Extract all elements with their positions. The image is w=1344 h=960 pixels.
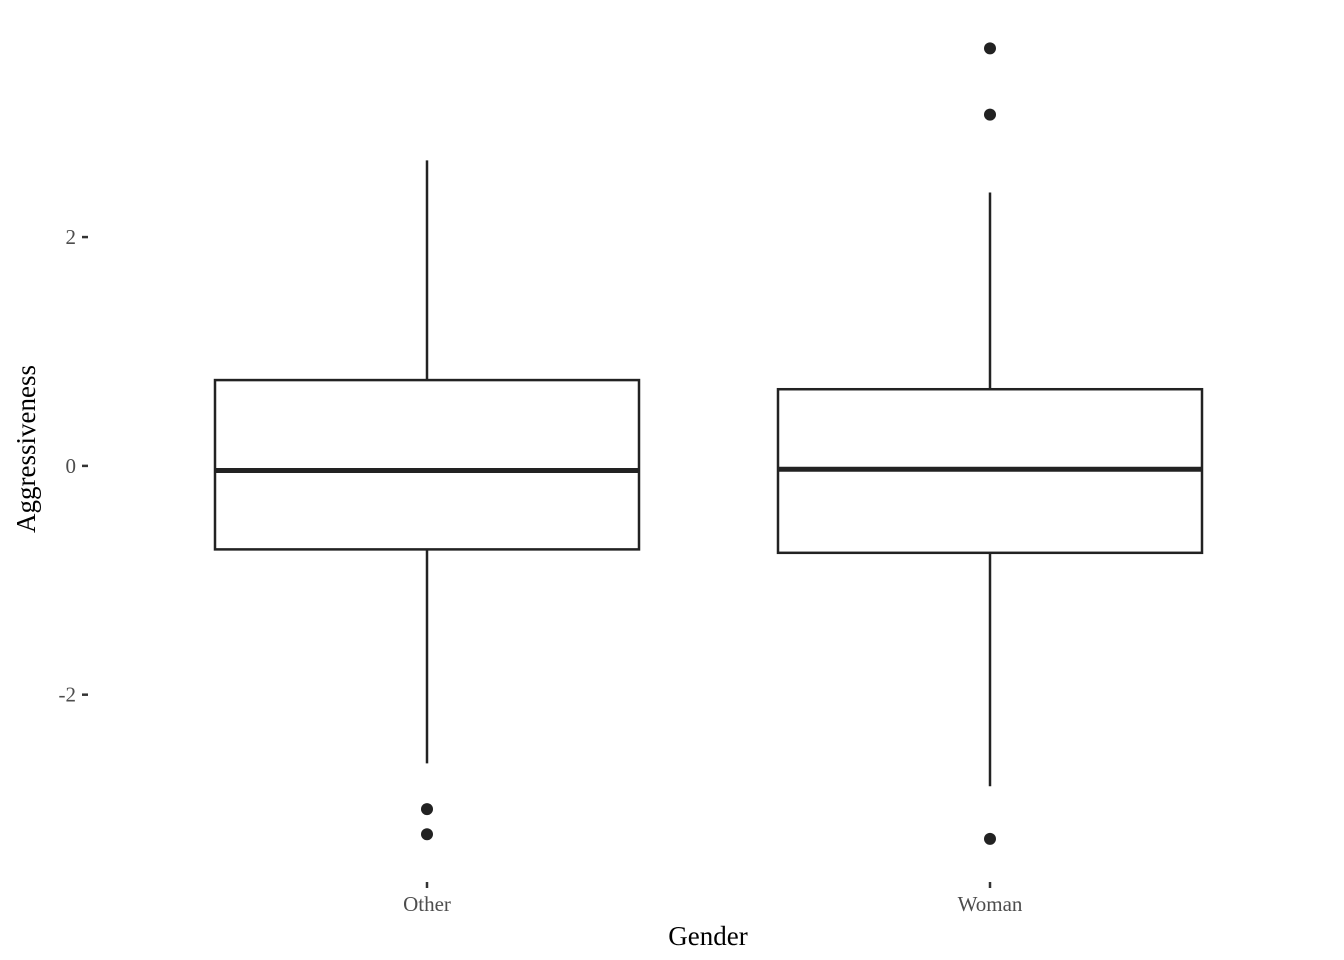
boxes [213, 42, 1204, 845]
outlier-point [984, 108, 996, 121]
outlier-point [984, 42, 996, 55]
y-tick-label: -2 [59, 683, 77, 707]
box-woman [776, 42, 1204, 845]
y-tick-label: 2 [66, 225, 77, 249]
x-axis-ticks: Other Woman [403, 882, 1023, 916]
y-axis-title: Aggressiveness [11, 365, 41, 533]
y-axis-ticks: -2 0 2 [59, 225, 88, 707]
outlier-point [984, 832, 996, 845]
box-other [213, 160, 641, 841]
x-axis-title: Gender [668, 921, 747, 951]
x-tick-label: Woman [958, 892, 1023, 916]
y-tick-label: 0 [66, 454, 77, 478]
outlier-point [421, 803, 433, 816]
x-tick-label: Other [403, 892, 451, 916]
iqr-box [213, 378, 641, 551]
outlier-point [421, 828, 433, 841]
